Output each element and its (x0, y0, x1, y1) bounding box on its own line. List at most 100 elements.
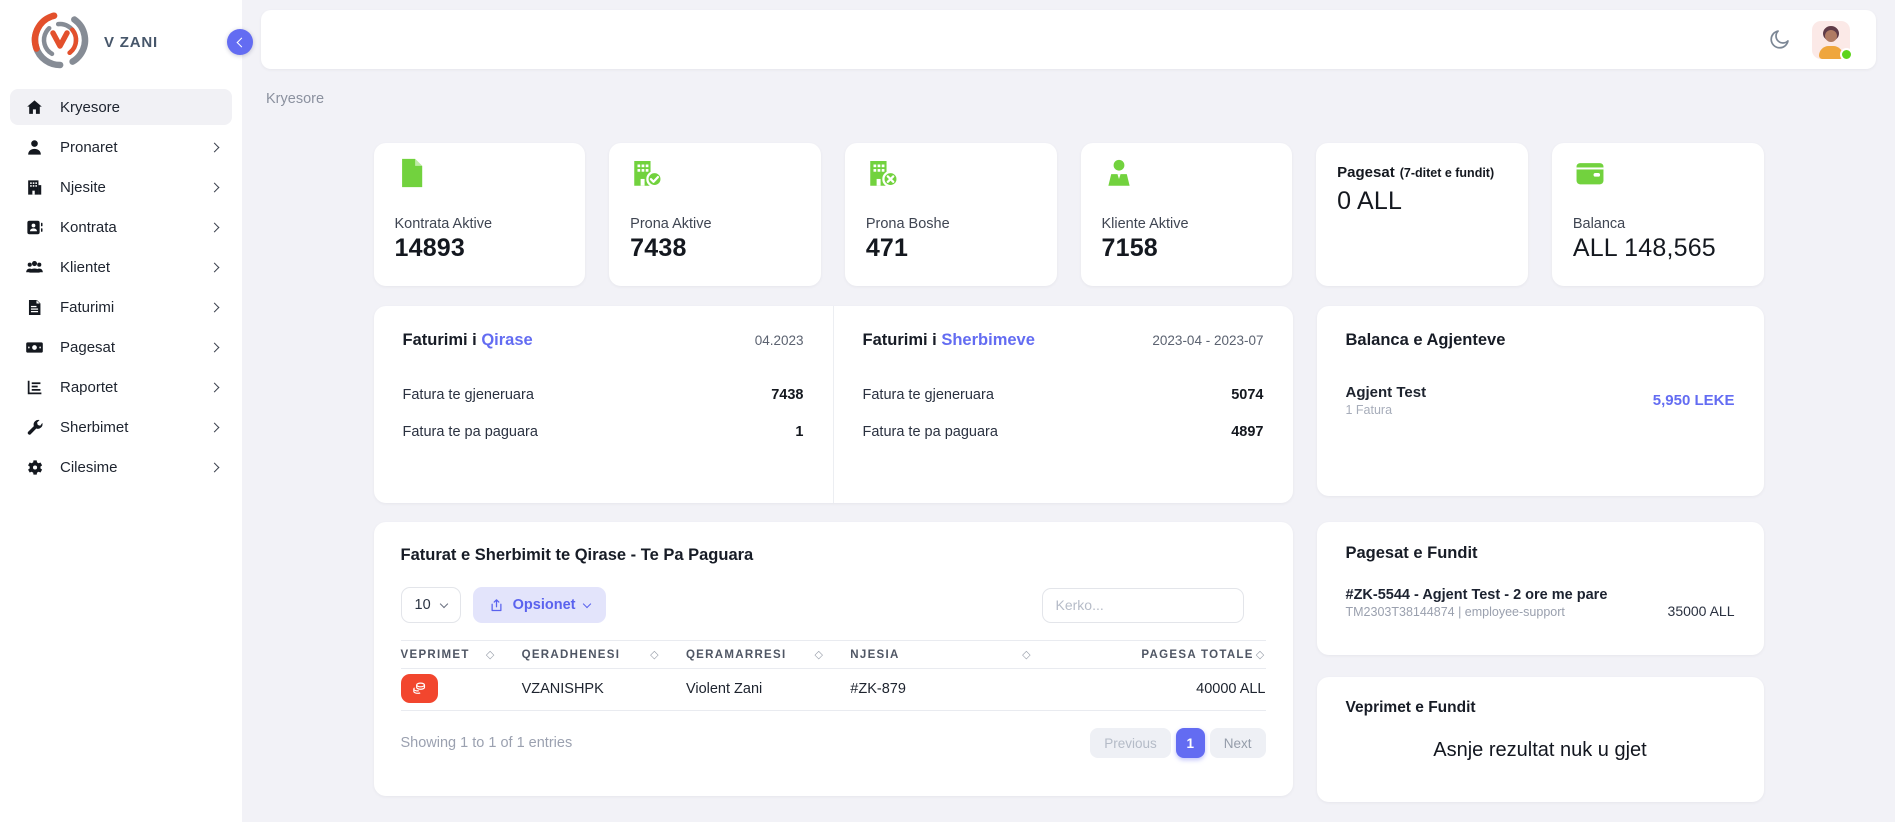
sort-icon[interactable]: ◇ (814, 649, 825, 661)
building-x-icon (866, 160, 900, 194)
panel-title: Pagesat e Fundit (1345, 544, 1478, 562)
column-njesia[interactable]: NJESIA ◇ (850, 640, 1058, 669)
agent-amount: 5,950 LEKE (1652, 392, 1735, 409)
agent-name: Agjent Test (1345, 384, 1427, 401)
sidebar-collapse-button[interactable] (227, 29, 253, 55)
banknote-icon (24, 337, 44, 357)
bottom-row: Faturat e Sherbimit te Qirase - Te Pa Pa… (373, 522, 1764, 802)
stat-card-pagesat: Pagesat (7-ditet e fundit) 0 ALL (1316, 143, 1528, 286)
sidebar-nav: Kryesore Pronaret Njesite (0, 89, 242, 485)
main-area: Kryesore Kontrata Aktive 14893 (227, 0, 1895, 822)
stat-card-prona-aktive: Prona Aktive 7438 (609, 143, 821, 286)
brand-name: V ZANI (104, 34, 158, 51)
sidebar-item-label: Njesite (60, 178, 106, 196)
chevron-right-icon (209, 142, 220, 152)
agent-sub: 1 Fatura (1345, 403, 1393, 417)
column-pagesa-totale[interactable]: PAGESA TOTALE ◇ (1057, 640, 1266, 669)
online-status-dot (1840, 47, 1853, 61)
report-icon (24, 377, 44, 397)
current-page-button[interactable]: 1 (1175, 728, 1205, 758)
sidebar-item-label: Cilesime (60, 458, 118, 476)
column-qeramarresi[interactable]: QERAMARRESI ◇ (685, 640, 851, 669)
billing-card: Faturimi i Qirase 04.2023 Fatura te gjen… (373, 306, 1293, 503)
topbar (261, 10, 1876, 69)
billing-period: 2023-04 - 2023-07 (1152, 333, 1264, 348)
sidebar-item-sherbimet[interactable]: Sherbimet (10, 409, 232, 445)
billing-row-label: Fatura te pa paguara (862, 424, 998, 440)
recent-actions-card: Veprimet e Fundit Asnje rezultat nuk u g… (1316, 677, 1764, 802)
right-column: Pagesat e Fundit #ZK-5544 - Agjent Test … (1316, 522, 1764, 802)
stat-value: 7158 (1101, 234, 1158, 262)
coins-icon (412, 682, 425, 694)
agents-balance-card: Balanca e Agjenteve Agjent Test 1 Fatura… (1316, 306, 1764, 496)
home-icon (24, 97, 44, 117)
search-input[interactable] (1041, 587, 1244, 623)
billing-title-link[interactable]: Sherbimeve (941, 331, 1035, 349)
billing-panel-qirase: Faturimi i Qirase 04.2023 Fatura te gjen… (374, 306, 834, 503)
user-icon (24, 137, 44, 157)
recent-payments-card: Pagesat e Fundit #ZK-5544 - Agjent Test … (1316, 522, 1764, 655)
entries-info: Showing 1 to 1 of 1 entries (400, 735, 573, 751)
billing-row-value: 1 (795, 424, 804, 440)
wallet-icon (1573, 163, 1607, 194)
sort-icon[interactable]: ◇ (485, 649, 496, 661)
sidebar-item-cilesime[interactable]: Cilesime (10, 449, 232, 485)
sidebar-item-pagesat[interactable]: Pagesat (10, 329, 232, 365)
billing-title-prefix: Faturimi i (402, 331, 482, 349)
billing-period: 04.2023 (754, 333, 804, 348)
stat-label: Kliente Aktive (1101, 216, 1189, 232)
sort-icon[interactable]: ◇ (650, 649, 660, 661)
billing-panel-sherbimeve: Faturimi i Sherbimeve 2023-04 - 2023-07 … (834, 306, 1293, 503)
next-page-button[interactable]: Next (1209, 728, 1266, 758)
sidebar-item-pronaret[interactable]: Pronaret (10, 129, 232, 165)
column-veprimet[interactable]: VEPRIMET ◇ (400, 640, 522, 669)
sidebar-item-njesite[interactable]: Njesite (10, 169, 232, 205)
billing-row-value: 7438 (771, 387, 804, 403)
previous-page-button[interactable]: Previous (1090, 728, 1171, 758)
sidebar: V ZANI Kryesore Pronaret Njesite (0, 0, 242, 822)
building-check-icon (630, 160, 664, 194)
stat-value: ALL 148,565 (1572, 234, 1716, 262)
sort-icon[interactable]: ◇ (1255, 649, 1266, 661)
sidebar-item-klientet[interactable]: Klientet (10, 249, 232, 285)
brand: V ZANI (0, 6, 242, 85)
chevron-right-icon (209, 302, 220, 312)
dark-mode-toggle[interactable] (1766, 27, 1792, 53)
panel-title: Balanca e Agjenteve (1345, 331, 1506, 349)
billing-row: Fatura te gjeneruara 7438 (403, 387, 804, 403)
stat-card-balanca: Balanca ALL 148,565 (1551, 143, 1764, 286)
invoice-icon (24, 297, 44, 317)
stats-row: Kontrata Aktive 14893 Prona Aktive 7438 (373, 143, 1764, 286)
billing-row-value: 5074 (1231, 387, 1264, 403)
billing-title-link[interactable]: Qirase (481, 331, 533, 349)
table-row: VZANISHPK Violent Zani #ZK-879 40000 ALL (400, 668, 1266, 711)
payments-action-button[interactable] (400, 674, 438, 703)
sidebar-item-raportet[interactable]: Raportet (10, 369, 232, 405)
agent-row: Agjent Test 1 Fatura 5,950 LEKE (1346, 384, 1735, 417)
sidebar-item-label: Raportet (60, 378, 118, 396)
options-button[interactable]: Opsionet (472, 587, 607, 623)
gear-icon (24, 457, 44, 477)
stat-card-prona-boshe: Prona Boshe 471 (844, 143, 1057, 286)
export-icon (491, 598, 502, 611)
cell-pagesa-totale: 40000 ALL (1057, 668, 1266, 711)
page-size-select[interactable]: 10 (400, 587, 461, 623)
sort-icon[interactable]: ◇ (1022, 649, 1032, 661)
stat-label: Pagesat (1337, 164, 1395, 181)
chevron-right-icon (209, 462, 220, 472)
sidebar-item-kryesore[interactable]: Kryesore (10, 89, 232, 125)
billing-row-label: Fatura te pa paguara (402, 424, 538, 440)
billing-row-value: 4897 (1231, 424, 1264, 440)
sidebar-item-kontrata[interactable]: Kontrata (10, 209, 232, 245)
sidebar-item-faturimi[interactable]: Faturimi (10, 289, 232, 325)
billing-row: Fatura te gjeneruara 5074 (863, 387, 1264, 403)
avatar-face (1825, 29, 1837, 42)
sidebar-item-label: Faturimi (60, 298, 115, 316)
sidebar-item-label: Sherbimet (60, 418, 129, 436)
wrench-icon (24, 417, 44, 437)
column-qeradhenesi[interactable]: QERADHENESI ◇ (521, 640, 686, 669)
stat-label: Prona Boshe (865, 216, 950, 232)
user-avatar[interactable] (1812, 20, 1853, 61)
breadcrumb: Kryesore (266, 91, 325, 107)
contact-card-icon (24, 217, 44, 237)
